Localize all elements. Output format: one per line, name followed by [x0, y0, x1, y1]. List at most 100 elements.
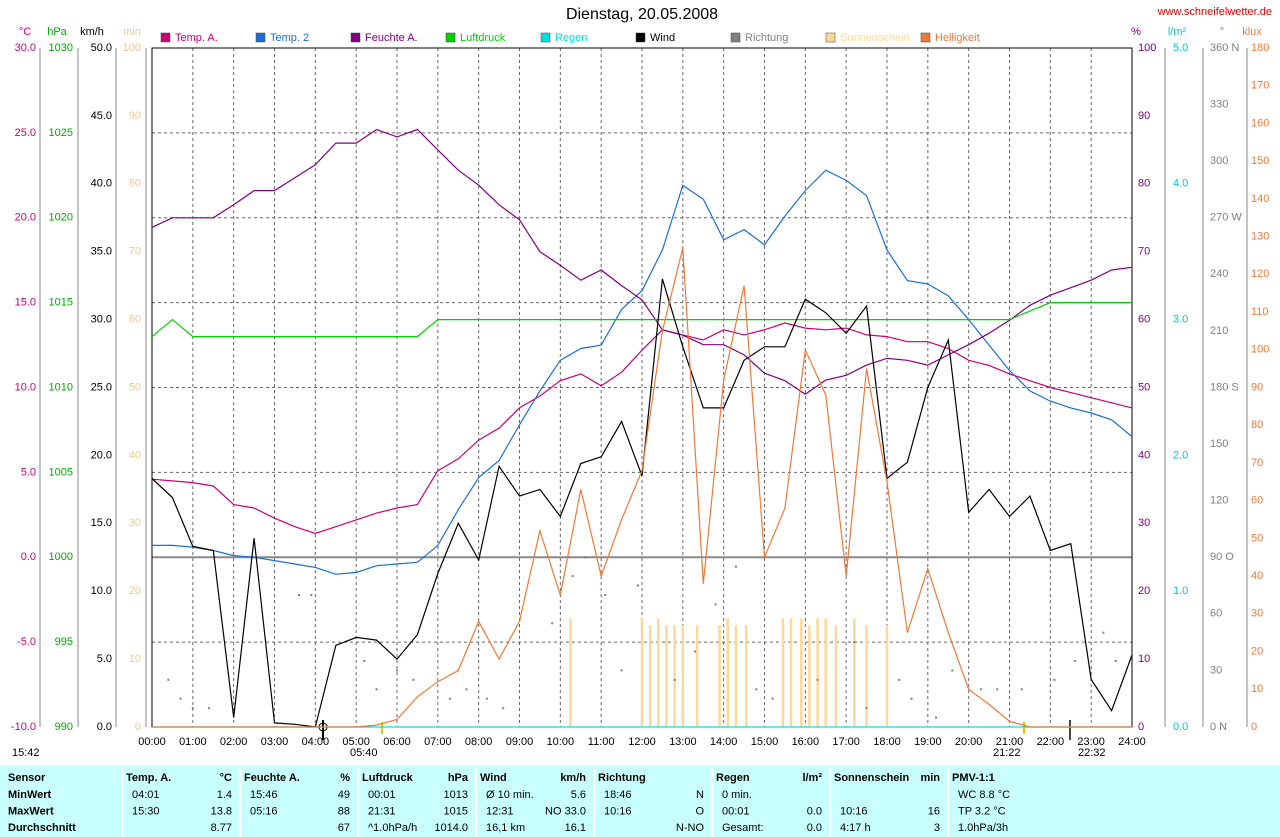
y-tick-label: 170 [1251, 80, 1269, 92]
series-line [151, 322, 1133, 535]
y-tick-label: 0.0 [21, 551, 36, 563]
y-tick-label: 160 [1251, 117, 1269, 129]
y-tick-label: 30 [129, 517, 141, 529]
table-unit: hPa [448, 772, 469, 784]
x-tick-label: 20:00 [955, 736, 983, 748]
table-cell: 0.0 [807, 805, 822, 817]
table-unit: °C [220, 772, 232, 784]
y-tick-label: 80 [129, 178, 141, 190]
x-tick-label: 09:00 [506, 736, 534, 748]
table-cell: 16.1 [565, 822, 586, 834]
table-cell: 3 [934, 822, 940, 834]
direction-dot [583, 556, 586, 559]
axis-unit: hPa [47, 26, 67, 38]
y-tick-label: 10.0 [15, 381, 36, 393]
y-tick-label: 150 [1251, 155, 1269, 167]
y-tick-label: 1030 [49, 42, 73, 54]
y-tick-label: 0 [1251, 721, 1257, 733]
y-tick-label: 15.0 [91, 517, 112, 529]
x-tick-label: 24:00 [1118, 736, 1146, 748]
table-header: Temp. A. [126, 772, 171, 784]
direction-dot [673, 678, 676, 681]
direction-dot [502, 707, 505, 710]
x-tick-label: 03:00 [261, 736, 289, 748]
direction-dot [191, 707, 194, 710]
direction-dot [1053, 678, 1056, 681]
y-tick-label: 210 [1210, 325, 1228, 337]
y-tick-label: 140 [1251, 193, 1269, 205]
table-cell: ^1.0hPa/h [368, 822, 417, 834]
legend-label: Temp. A. [175, 32, 218, 44]
direction-dot [363, 659, 366, 662]
legend-swatch [255, 32, 266, 43]
x-tick-label: 17:00 [832, 736, 860, 748]
y-tick-label: 120 [1210, 495, 1228, 507]
axis-unit: % [1131, 26, 1141, 38]
table-cell: 88 [338, 805, 350, 817]
legend-swatch [160, 32, 171, 43]
y-tick-label: 0 [1138, 721, 1144, 733]
table-header: Luftdruck [362, 772, 414, 784]
y-tick-label: 150 [1210, 438, 1228, 450]
x-tick-label: 19:00 [914, 736, 942, 748]
y-tick-label: 0 N [1210, 721, 1227, 733]
y-tick-label: 30 [1138, 517, 1150, 529]
x-tick-label: 16:00 [792, 736, 820, 748]
table-cell: 13.8 [211, 805, 232, 817]
y-tick-label: 30.0 [91, 314, 112, 326]
table-header: Wind [480, 772, 507, 784]
direction-dot [636, 584, 639, 587]
table-unit: min [920, 772, 940, 784]
x-tick-label: 14:00 [710, 736, 738, 748]
table-cell: 05:16 [250, 805, 278, 817]
x-tick-label: 04:00 [302, 736, 330, 748]
y-tick-label: 130 [1251, 231, 1269, 243]
axis-unit: km/h [80, 26, 104, 38]
series-line [152, 247, 1132, 728]
direction-dot [771, 697, 774, 700]
direction-dot [375, 688, 378, 691]
annotation: 15:42 [12, 747, 40, 759]
table-cell: N-NO [676, 822, 705, 834]
direction-dot [951, 669, 954, 672]
legend-label: Regen [555, 32, 587, 44]
y-tick-label: 100 [123, 42, 141, 54]
row-label: MaxWert [8, 805, 54, 817]
chart-title: Dienstag, 20.05.2008 [566, 6, 718, 23]
y-tick-label: 20.0 [15, 212, 36, 224]
table-cell: 12:31 [486, 805, 514, 817]
y-tick-label: 300 [1210, 155, 1228, 167]
axis-unit: ° [1220, 26, 1224, 38]
table-cell: 10:16 [604, 805, 632, 817]
direction-dot [865, 707, 868, 710]
table-cell: 16 [928, 805, 940, 817]
table-header: Sensor [8, 772, 46, 784]
table-header: Feuchte A. [244, 772, 300, 784]
legend-swatch [920, 32, 931, 43]
row-label: Durchschnitt [8, 822, 76, 834]
series-line [151, 128, 1133, 396]
y-tick-label: 60 [1138, 314, 1150, 326]
legend-label: Wind [650, 32, 675, 44]
y-tick-label: 20.0 [91, 449, 112, 461]
table-unit: l/m² [802, 772, 822, 784]
axis-unit: l/m² [1168, 26, 1187, 38]
direction-dot [898, 678, 901, 681]
y-tick-label: 10.0 [91, 585, 112, 597]
direction-dot [816, 678, 819, 681]
direction-dot [412, 678, 415, 681]
x-tick-label: 21:00 [996, 736, 1024, 748]
y-tick-label: 45.0 [91, 110, 112, 122]
y-tick-label: 30 [1210, 664, 1222, 676]
row-label: MinWert [8, 789, 52, 801]
table-unit: % [340, 772, 350, 784]
table-header: PMV-1:1 [952, 772, 995, 784]
y-tick-label: 180 [1251, 42, 1269, 54]
y-tick-label: -5.0 [17, 636, 36, 648]
direction-dot [1073, 659, 1076, 662]
y-tick-label: 1025 [49, 127, 73, 139]
y-tick-label: 50.0 [91, 42, 112, 54]
table-cell: N [696, 789, 704, 801]
y-tick-label: 40.0 [91, 178, 112, 190]
